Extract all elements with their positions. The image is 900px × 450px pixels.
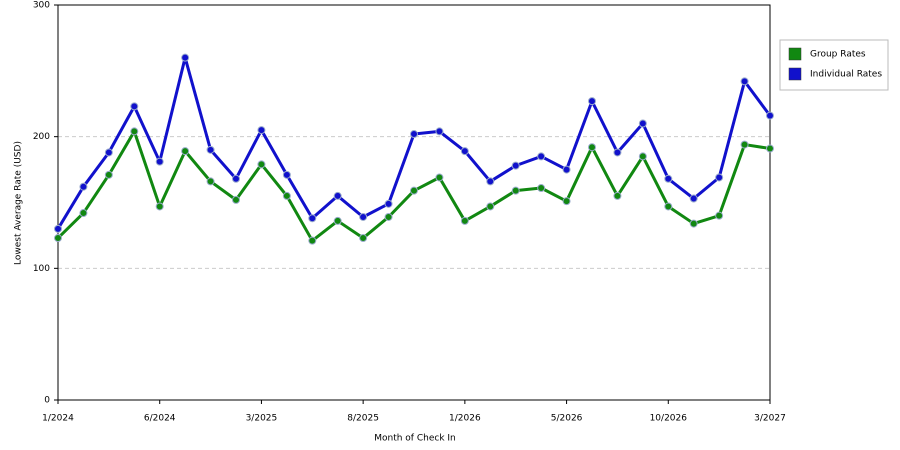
y-tick-label: 0 — [44, 396, 50, 406]
point — [537, 184, 546, 193]
point — [511, 186, 520, 195]
point — [511, 161, 520, 170]
x-tick-label: 10/2026 — [650, 414, 688, 424]
point — [104, 170, 113, 179]
point — [766, 144, 774, 153]
point — [410, 186, 418, 195]
point — [54, 234, 62, 243]
point — [104, 148, 113, 157]
point — [715, 173, 724, 182]
x-tick-label: 1/2026 — [449, 414, 481, 424]
y-axis-label: Lowest Average Rate (USD) — [14, 141, 24, 265]
point — [257, 126, 266, 135]
legend-label: Individual Rates — [810, 70, 882, 80]
point — [486, 177, 495, 186]
point — [130, 102, 139, 111]
point — [562, 197, 571, 206]
point — [715, 211, 724, 220]
point — [384, 212, 393, 221]
point — [638, 119, 647, 128]
point — [435, 127, 444, 136]
point — [638, 152, 647, 161]
legend-label: Group Rates — [810, 50, 866, 60]
point — [282, 191, 291, 200]
point — [155, 202, 164, 211]
point — [766, 111, 774, 120]
point — [282, 170, 291, 179]
point — [613, 148, 622, 157]
y-tick-label: 300 — [33, 1, 50, 11]
x-tick-label: 1/2024 — [42, 414, 74, 424]
point — [740, 140, 749, 149]
point — [232, 174, 240, 183]
point — [460, 216, 469, 225]
y-tick-label: 200 — [33, 132, 50, 142]
x-tick-label: 6/2024 — [144, 414, 176, 424]
point — [181, 147, 190, 156]
point — [410, 130, 418, 139]
point — [206, 145, 215, 154]
point — [664, 174, 673, 183]
point — [308, 214, 317, 223]
point — [206, 177, 215, 186]
series-line — [56, 56, 772, 230]
point — [130, 127, 139, 136]
point — [588, 143, 596, 152]
point — [435, 173, 444, 182]
point — [308, 236, 317, 245]
plot-frame — [57, 4, 771, 401]
point — [79, 209, 88, 218]
point — [54, 224, 62, 233]
point — [562, 165, 571, 174]
x-axis-label: Month of Check In — [374, 434, 456, 444]
point — [232, 195, 240, 204]
point — [79, 182, 88, 191]
point — [257, 160, 266, 169]
point — [588, 97, 596, 106]
legend-box — [779, 39, 889, 91]
x-tick-label: 3/2027 — [754, 414, 786, 424]
series-line — [56, 129, 771, 243]
y-tick-label: 100 — [33, 264, 50, 274]
x-tick-label: 5/2026 — [551, 414, 583, 424]
point — [181, 53, 190, 62]
x-tick-label: 3/2025 — [246, 414, 278, 424]
point — [486, 202, 495, 211]
point — [689, 219, 698, 228]
point — [359, 212, 368, 221]
point — [333, 216, 342, 225]
legend-swatch — [788, 47, 802, 61]
point — [613, 191, 622, 200]
point — [359, 234, 368, 243]
point — [689, 194, 698, 203]
point — [333, 191, 342, 200]
point — [537, 152, 546, 161]
legend-swatch — [788, 67, 802, 81]
point — [664, 202, 673, 211]
point — [460, 147, 469, 156]
x-tick-label: 8/2025 — [347, 414, 379, 424]
point — [740, 77, 749, 86]
point — [155, 157, 164, 166]
point — [384, 199, 393, 208]
